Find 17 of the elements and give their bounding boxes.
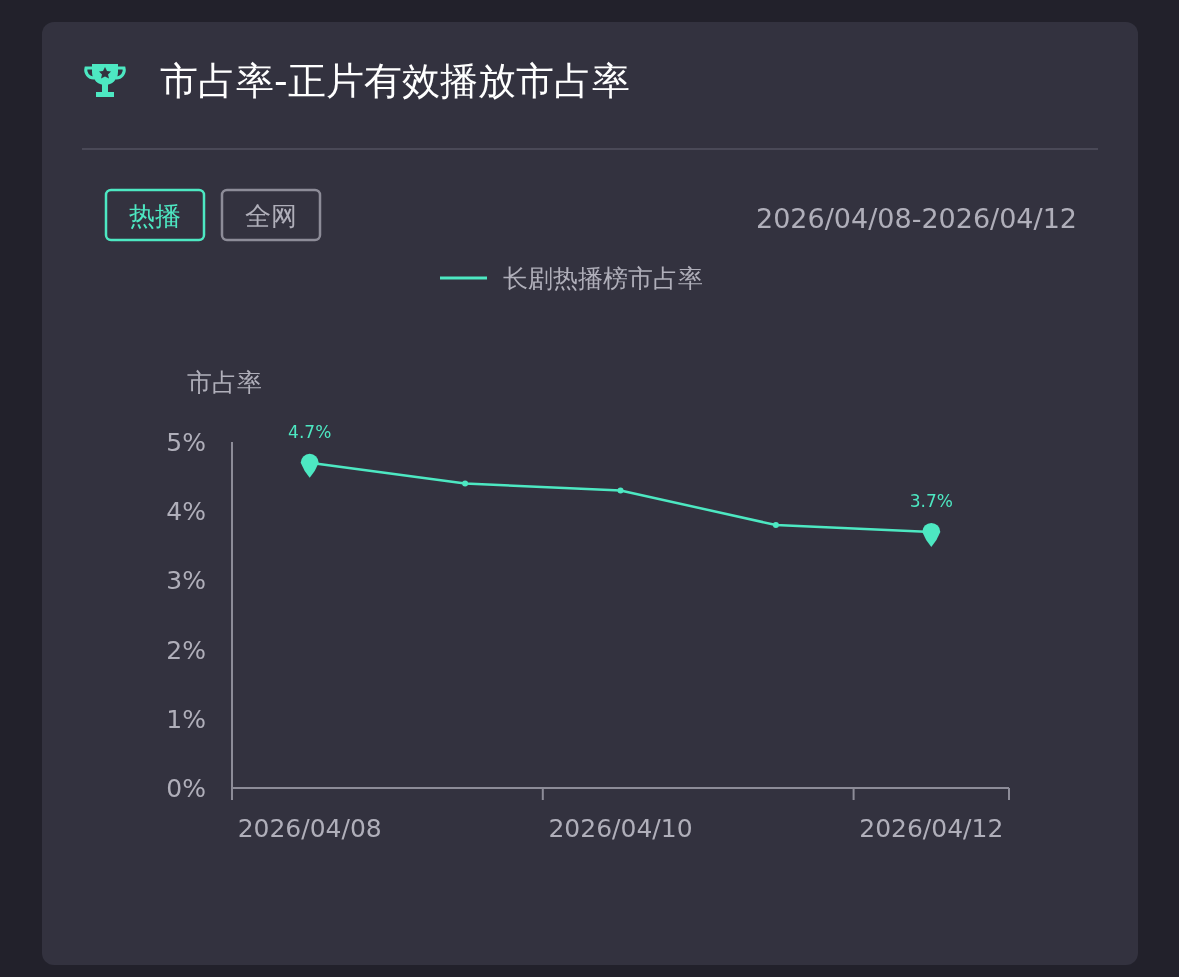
y-axis-title: 市占率 bbox=[187, 368, 262, 397]
x-tick-label: 2026/04/08 bbox=[237, 814, 382, 843]
data-label: 4.7% bbox=[288, 421, 332, 442]
legend-label: 长剧热播榜市占率 bbox=[503, 264, 703, 293]
x-tick-label: 2026/04/10 bbox=[548, 814, 693, 843]
y-tick-label: 4% bbox=[166, 497, 206, 527]
y-tick-label: 5% bbox=[166, 428, 206, 457]
y-tick-label: 3% bbox=[166, 566, 206, 596]
y-tick-label: 2% bbox=[166, 635, 206, 665]
x-tick-label: 2026/04/12 bbox=[859, 814, 1004, 843]
text: 热播 bbox=[129, 201, 181, 231]
y-tick-label: 1% bbox=[166, 704, 206, 734]
text: 全网 bbox=[245, 201, 297, 231]
data-label: 3.7% bbox=[909, 490, 953, 511]
chart-title: 市占率-正片有效播放市占率 bbox=[160, 59, 630, 103]
chart-subtitle: 2026/04/08-2026/04/12 bbox=[756, 203, 1077, 234]
y-tick-label: 0% bbox=[166, 774, 206, 803]
